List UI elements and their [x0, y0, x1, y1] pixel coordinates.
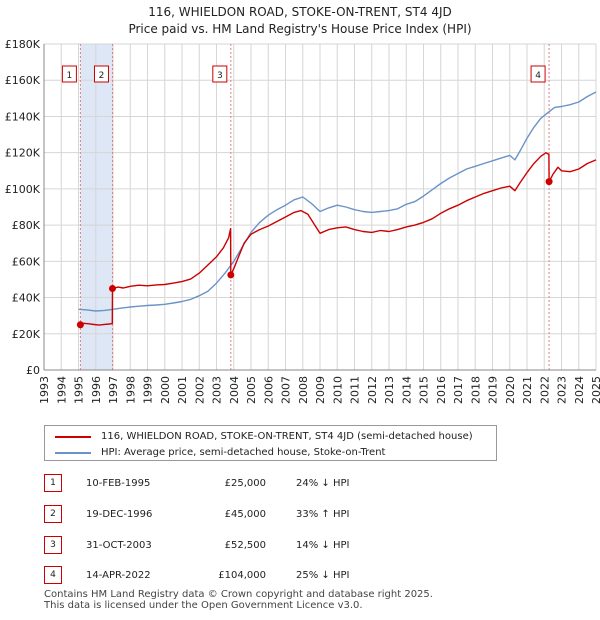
- x-tick-label: 2017: [452, 376, 465, 404]
- transaction-label-box: [212, 65, 228, 83]
- transaction-label: 2: [99, 71, 105, 81]
- x-tick-label: 2023: [556, 376, 569, 404]
- transaction-number-badge: 4: [44, 566, 62, 584]
- x-tick-label: 2014: [400, 376, 413, 404]
- series-line-hpi: [78, 91, 597, 312]
- series-line-property: [80, 152, 597, 326]
- x-tick-label: 1997: [107, 376, 120, 404]
- x-tick-label: 2008: [297, 376, 310, 404]
- x-tick-label: 1993: [38, 376, 51, 404]
- transaction-point: [76, 321, 84, 329]
- x-tick-label: 2019: [487, 376, 500, 404]
- transaction-price: £25,000: [224, 478, 266, 489]
- x-tick-label: 2009: [314, 376, 327, 404]
- y-tick-label: £180K: [5, 38, 41, 51]
- transaction-price: £52,500: [224, 540, 266, 551]
- x-tick-label: 2006: [262, 376, 275, 404]
- footer-line-2: This data is licensed under the Open Gov…: [44, 600, 363, 611]
- transaction-number-badge: 2: [44, 505, 62, 523]
- x-tick-label: 2011: [349, 376, 362, 404]
- transaction-number-badge: 3: [44, 536, 62, 554]
- y-tick-label: £0: [26, 364, 40, 377]
- x-tick-label: 2010: [331, 376, 344, 404]
- transaction-number-badge: 1: [44, 474, 62, 492]
- transaction-price: £45,000: [224, 509, 266, 520]
- transaction-date: 31-OCT-2003: [86, 540, 152, 551]
- transaction-label: 4: [535, 71, 541, 81]
- transaction-hpi-change: 25% ↓ HPI: [296, 570, 350, 581]
- y-tick-label: £140K: [5, 110, 41, 123]
- chart-title: 116, WHIELDON ROAD, STOKE-ON-TRENT, ST4 …: [0, 4, 600, 38]
- legend-swatch-hpi: [55, 452, 91, 454]
- legend-label-hpi: HPI: Average price, semi-detached house,…: [101, 447, 386, 458]
- transaction-label-box: [93, 65, 109, 83]
- transaction-label-box: [61, 65, 77, 83]
- y-tick-label: £40K: [12, 292, 41, 305]
- x-tick-label: 2001: [176, 376, 189, 404]
- transaction-date: 19-DEC-1996: [86, 509, 153, 520]
- chart-title-line-2: Price paid vs. HM Land Registry's House …: [128, 22, 472, 36]
- transaction-point: [108, 285, 116, 292]
- transaction-label-box: [530, 65, 546, 83]
- x-tick-label: 2022: [538, 376, 551, 404]
- chart-title-line-1: 116, WHIELDON ROAD, STOKE-ON-TRENT, ST4 …: [148, 5, 452, 19]
- highlight-band: [80, 44, 113, 370]
- transaction-hpi-change: 14% ↓ HPI: [296, 540, 350, 551]
- price-chart: 1 2 3 4 £0 £20K £40K £60K £80K £100K £120K £140K £16…: [5, 38, 600, 404]
- x-tick-label: 2021: [521, 376, 534, 404]
- x-tick-label: 2025: [590, 376, 600, 404]
- x-tick-label: 1996: [90, 376, 103, 404]
- y-tick-label: £160K: [5, 74, 41, 87]
- transaction-label: 3: [217, 71, 223, 81]
- chart-legend: 116, WHIELDON ROAD, STOKE-ON-TRENT, ST4 …: [44, 425, 497, 461]
- y-tick-label: £80K: [12, 219, 41, 232]
- x-tick-label: 2005: [245, 376, 258, 404]
- x-tick-label: 2013: [383, 376, 396, 404]
- x-tick-label: 1998: [124, 376, 137, 404]
- x-tick-label: 2020: [504, 376, 517, 404]
- transaction-point: [545, 178, 553, 186]
- legend-label-property: 116, WHIELDON ROAD, STOKE-ON-TRENT, ST4 …: [101, 431, 473, 442]
- y-tick-label: £60K: [12, 255, 41, 268]
- footer-line-1: Contains HM Land Registry data © Crown c…: [44, 589, 433, 600]
- x-tick-label: 1999: [142, 376, 155, 404]
- y-tick-label: £100K: [5, 183, 41, 196]
- transaction-hpi-change: 33% ↑ HPI: [296, 509, 350, 520]
- transaction-label: 1: [67, 71, 73, 81]
- y-tick-label: £120K: [5, 147, 41, 160]
- x-tick-label: 2012: [366, 376, 379, 404]
- transaction-hpi-change: 24% ↓ HPI: [296, 478, 350, 489]
- x-tick-label: 1994: [55, 376, 68, 404]
- x-tick-label: 1995: [73, 376, 86, 404]
- x-tick-label: 2015: [418, 376, 431, 404]
- x-tick-label: 2003: [211, 376, 224, 404]
- x-tick-label: 2000: [159, 376, 172, 404]
- x-tick-label: 2024: [573, 376, 586, 404]
- transaction-price: £104,000: [218, 570, 266, 581]
- footer-notice: Contains HM Land Registry data © Crown c…: [44, 589, 433, 611]
- y-tick-label: £20K: [12, 328, 41, 341]
- x-tick-label: 2004: [228, 376, 241, 404]
- x-tick-label: 2018: [469, 376, 482, 404]
- x-tick-label: 2016: [435, 376, 448, 404]
- transaction-point: [227, 271, 235, 279]
- legend-swatch-property: [55, 436, 91, 438]
- transaction-date: 14-APR-2022: [86, 570, 151, 581]
- transaction-date: 10-FEB-1995: [86, 478, 151, 489]
- x-tick-label: 2007: [280, 376, 293, 404]
- x-tick-label: 2002: [193, 376, 206, 404]
